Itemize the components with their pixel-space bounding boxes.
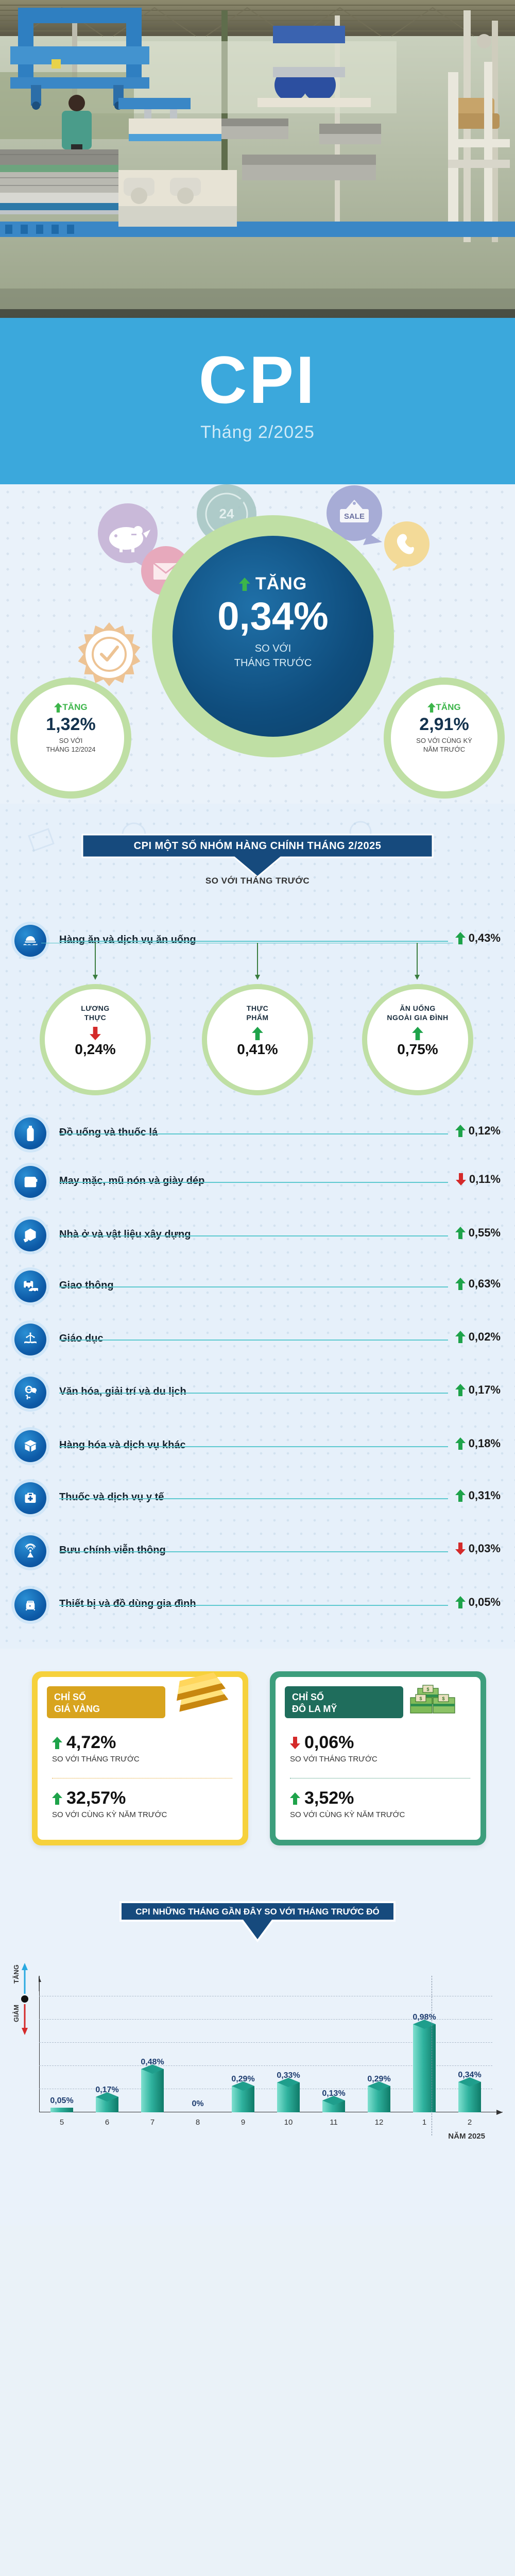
svg-text:24: 24 [219,506,234,521]
svg-text:GIẢM: GIẢM [12,2005,20,2022]
svg-text:$: $ [419,1696,422,1701]
svg-text:TĂNG: TĂNG [12,1964,20,1984]
svg-text:SALE: SALE [344,512,365,521]
svg-text:$: $ [426,1687,429,1692]
svg-text:$: $ [442,1696,444,1701]
